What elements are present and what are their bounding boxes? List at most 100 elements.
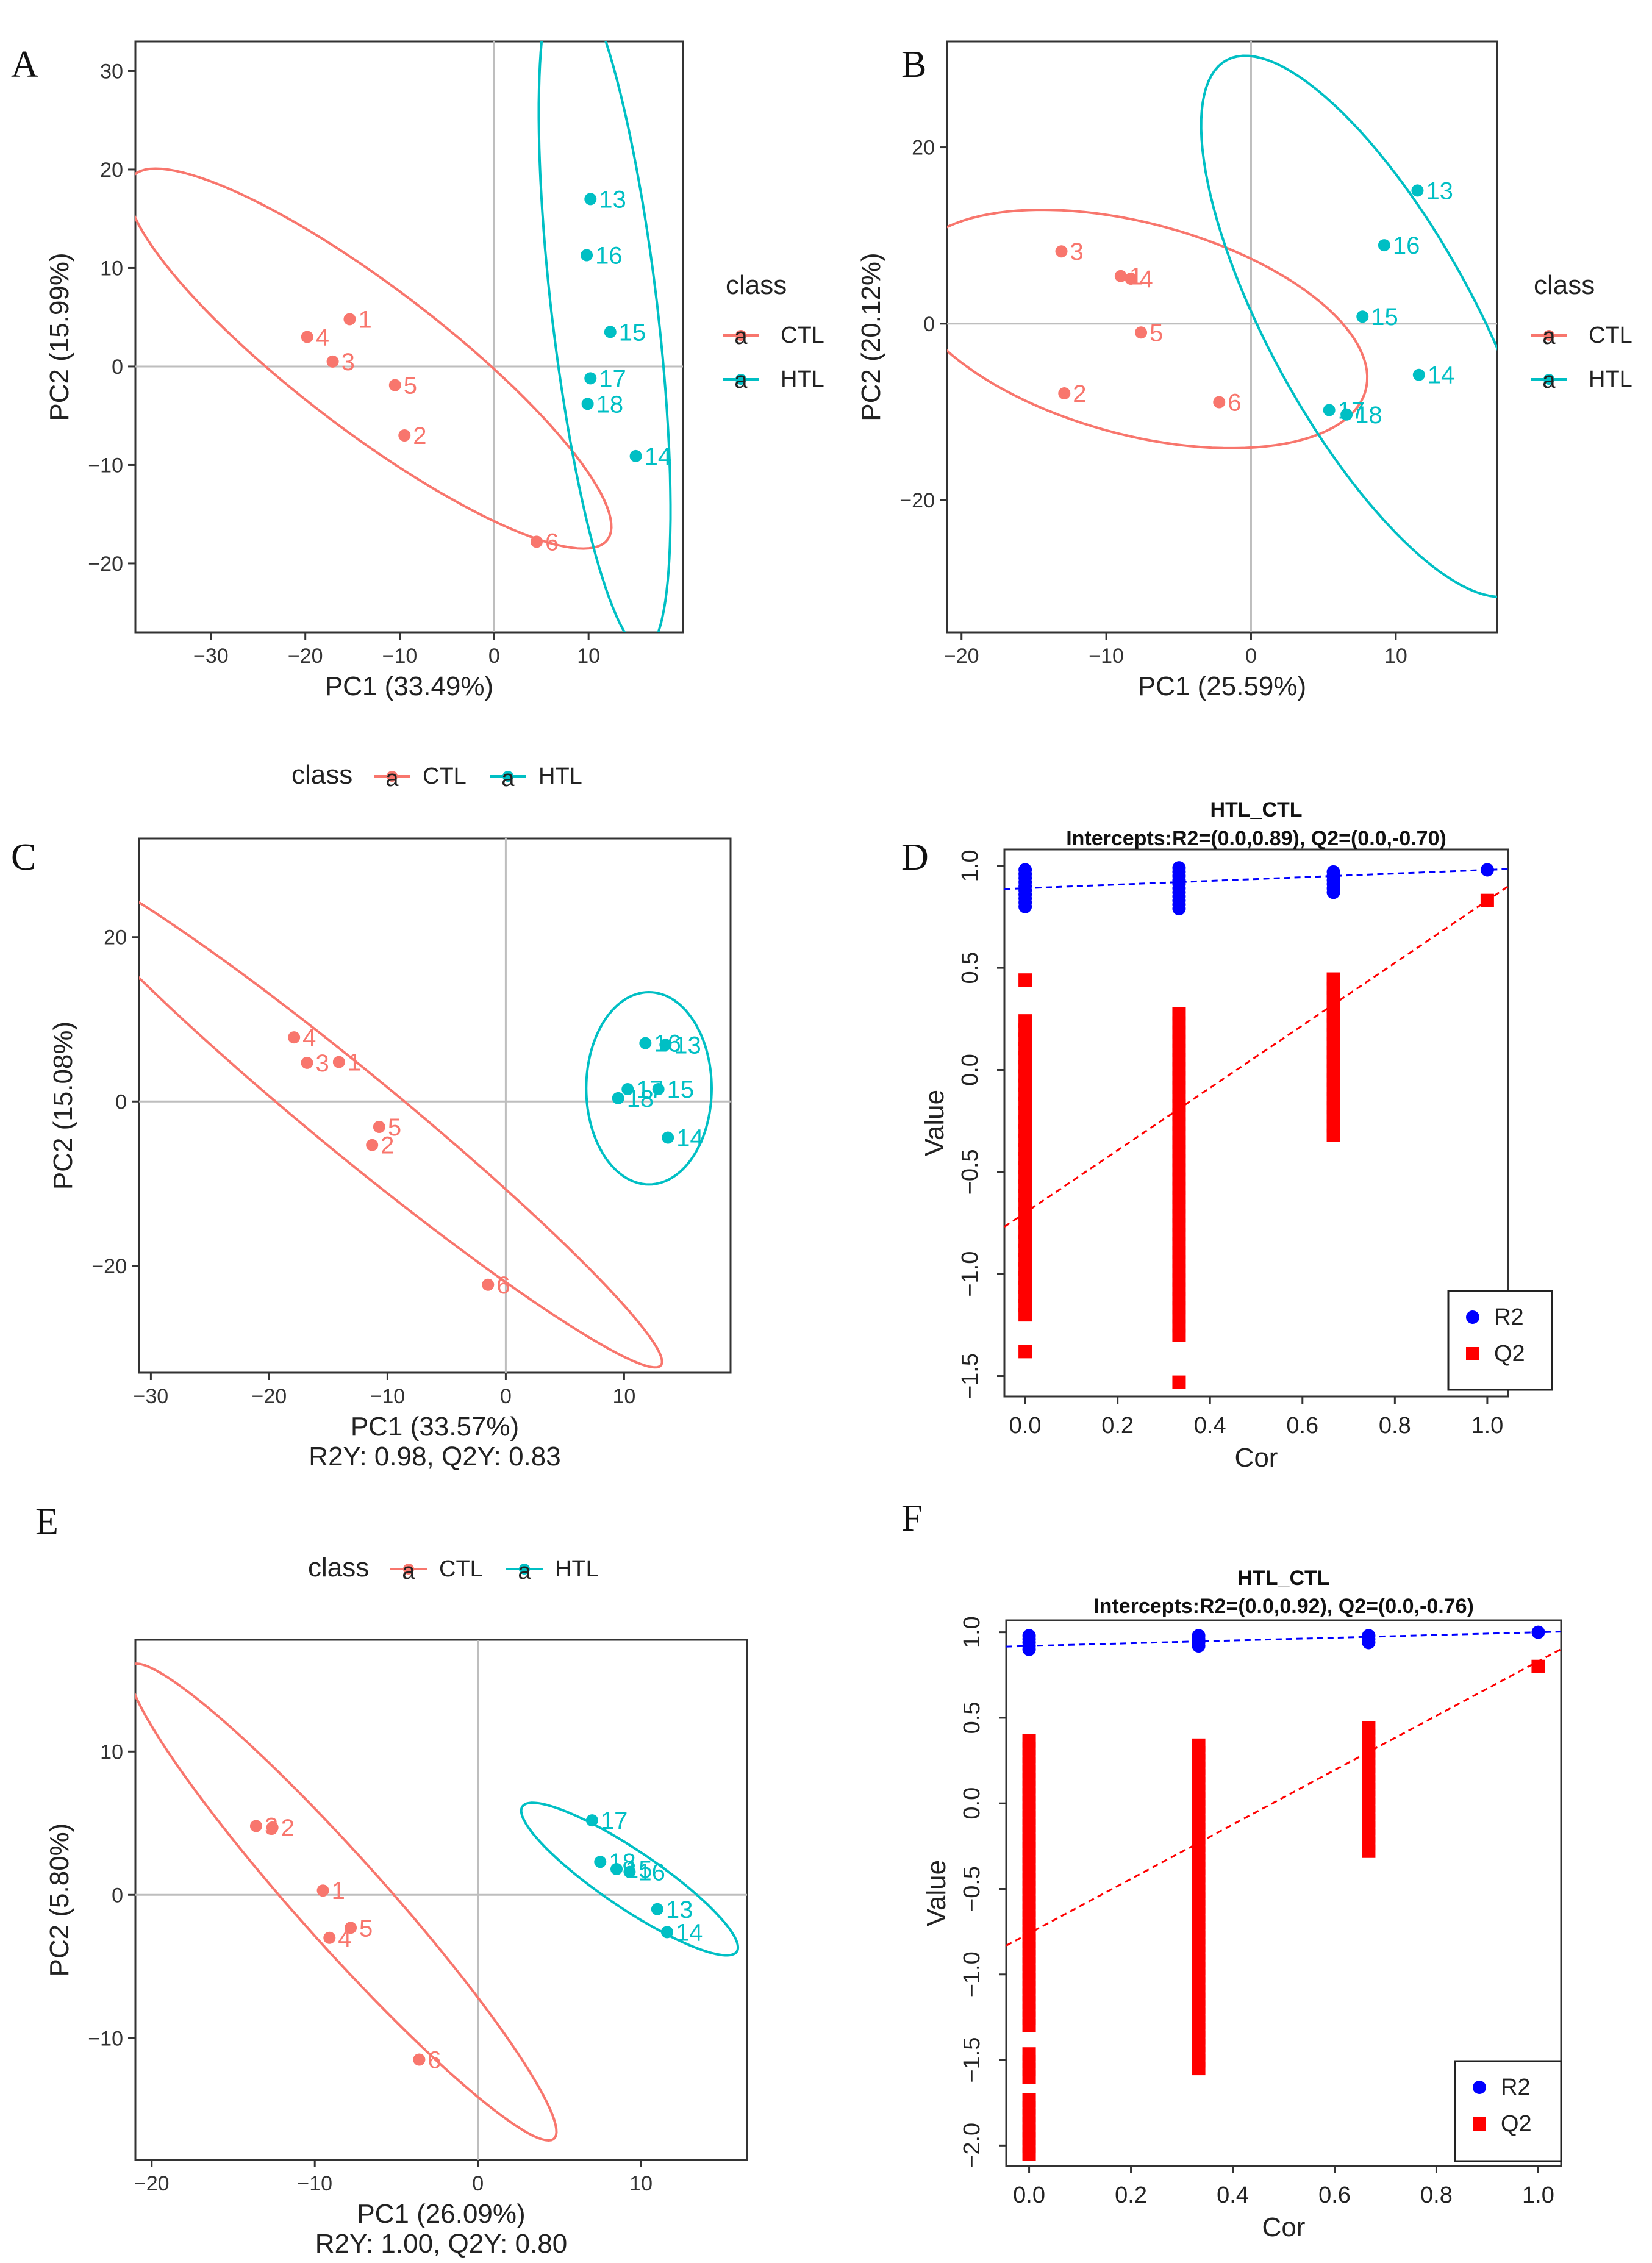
x-tick-label: 0.0 xyxy=(1013,2183,1045,2208)
point-htl xyxy=(1356,310,1369,323)
plot-subtitle: Intercepts:R2=(0.0,0.92), Q2=(0.0,-0.76) xyxy=(1093,1595,1474,1618)
x-tick-label: 0 xyxy=(500,1385,512,1408)
y-tick-label: 0 xyxy=(112,356,123,379)
x-tick-label: 0.4 xyxy=(1217,2183,1249,2208)
point-label: 6 xyxy=(427,2047,441,2074)
point-label: 5 xyxy=(388,1114,401,1141)
legend-key-point xyxy=(387,771,398,782)
y-axis-title: PC2 (5.80%) xyxy=(45,1823,74,1977)
ellipse-htl xyxy=(585,990,713,1186)
plot-subtitle: Intercepts:R2=(0.0,0.89), Q2=(0.0,-0.70) xyxy=(1066,827,1446,850)
ellipse-ctl xyxy=(139,901,663,1369)
point-ctl xyxy=(323,1931,336,1944)
legend-title: class xyxy=(308,1553,369,1582)
point-htl xyxy=(610,1862,623,1875)
point-label: 6 xyxy=(1228,390,1241,416)
legend-label: HTL xyxy=(781,366,824,392)
x-tick-label: 0.0 xyxy=(1009,1413,1042,1439)
r2-point xyxy=(1018,863,1032,877)
y-tick-label: −20 xyxy=(899,489,935,512)
panel-E: E −20 −10 0 10 −10 0 10 PC1 (26.09%)R2Y: 1.00, Q… xyxy=(35,1501,748,2259)
point-label: 1 xyxy=(358,306,371,333)
point-label: 2 xyxy=(281,1815,295,1842)
y-axis-title: PC2 (15.99%) xyxy=(45,252,74,421)
legend-key-q2 xyxy=(1473,2117,1486,2131)
legend-key-point xyxy=(1543,374,1554,385)
legend-label: CTL xyxy=(1589,323,1632,348)
y-tick-label: −1.0 xyxy=(957,1251,983,1297)
x-tick-label: −20 xyxy=(134,2172,170,2195)
q2-point xyxy=(1172,1375,1186,1389)
point-ctl xyxy=(388,379,401,391)
point-htl xyxy=(629,449,642,462)
y-tick-label: 1.0 xyxy=(957,849,983,882)
legend-key-point xyxy=(519,1564,530,1575)
point-label: 13 xyxy=(666,1897,693,1923)
ellipse-ctl xyxy=(135,1662,558,2142)
x-axis-title: PC1 (33.57%) xyxy=(351,1412,519,1442)
panel-letter: C xyxy=(11,837,36,878)
legend-title: class xyxy=(726,270,787,300)
plot-frame xyxy=(134,40,684,634)
point-htl xyxy=(594,1856,607,1868)
plot-frame xyxy=(946,40,1498,634)
point-label: 1 xyxy=(332,1878,345,1904)
point-htl xyxy=(651,1903,663,1915)
y-tick-label: −20 xyxy=(88,552,123,576)
x-axis-title: PC1 (33.49%) xyxy=(325,671,493,701)
y-tick-label: 0 xyxy=(112,1884,123,1907)
r2-point xyxy=(1362,1629,1376,1643)
legend-label: HTL xyxy=(1589,366,1632,392)
legend-key-point xyxy=(403,1564,414,1575)
panel-letter: F xyxy=(901,1498,922,1539)
x-tick-label: 0.8 xyxy=(1379,1413,1411,1439)
x-tick-label: −10 xyxy=(370,1385,406,1408)
point-ctl xyxy=(316,1884,329,1897)
legend-label: CTL xyxy=(439,1556,483,1582)
y-tick-label: 0.5 xyxy=(957,952,983,984)
legend-key-r2 xyxy=(1466,1310,1479,1324)
point-htl xyxy=(585,1814,598,1827)
point-label: 16 xyxy=(595,242,623,269)
y-tick-label: −10 xyxy=(88,454,123,477)
point-label: 16 xyxy=(638,1859,665,1886)
x-tick-label: −20 xyxy=(252,1385,287,1408)
y-tick-label: −1.0 xyxy=(959,1951,985,1997)
legend-label: R2 xyxy=(1494,1304,1524,1330)
panel-F: F 0.0 0.2 0.4 0.6 0.8 1.0 −2.0 −1.5 −1.0 −0.5 0.0 0.… xyxy=(901,1498,1562,2242)
point-ctl xyxy=(249,1820,262,1832)
point-label: 14 xyxy=(676,1125,704,1152)
regression-line-q2 xyxy=(1006,1648,1561,1947)
point-ctl xyxy=(398,429,411,442)
r2-point xyxy=(1326,865,1340,879)
point-label: 2 xyxy=(413,423,426,449)
point-htl xyxy=(662,1131,674,1144)
legend-key-point xyxy=(502,771,513,782)
point-ctl xyxy=(482,1278,495,1291)
point-label: 2 xyxy=(1073,381,1086,407)
plot-area xyxy=(135,1640,747,2160)
point-ctl xyxy=(1114,270,1127,282)
point-label: 15 xyxy=(625,1856,653,1883)
q2-point xyxy=(1022,2047,1036,2061)
point-label: 17 xyxy=(601,1807,628,1834)
q2-point xyxy=(1480,893,1494,907)
x-tick-label: −30 xyxy=(134,1385,169,1408)
point-ctl xyxy=(343,313,356,326)
x-tick-label: 0.2 xyxy=(1101,1413,1134,1439)
x-tick-label: 0 xyxy=(1245,645,1257,668)
legend-title: class xyxy=(1534,270,1595,300)
ellipse-ctl xyxy=(947,208,1369,449)
point-label: 5 xyxy=(1150,320,1163,346)
plot-title: HTL_CTL xyxy=(1210,798,1302,821)
point-ctl xyxy=(1055,245,1068,258)
legend-label: Q2 xyxy=(1494,1341,1525,1367)
point-label: 14 xyxy=(1428,362,1455,389)
point-label: 13 xyxy=(1426,177,1453,204)
x-tick-label: −30 xyxy=(193,645,229,668)
x-tick-label: 0.2 xyxy=(1115,2183,1147,2208)
q2-point xyxy=(1018,973,1032,987)
point-label: 3 xyxy=(265,1813,278,1840)
point-label: 17 xyxy=(636,1076,663,1103)
